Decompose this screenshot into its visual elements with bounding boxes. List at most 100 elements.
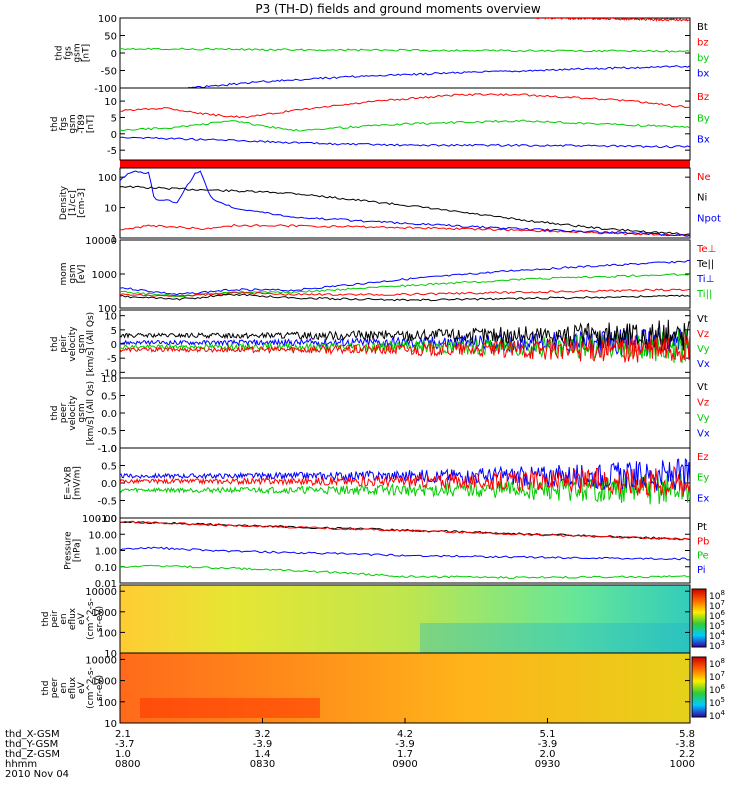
series-line-te⊥: [120, 288, 690, 297]
ytick-label: 100: [98, 304, 117, 315]
series-line-bx: [120, 136, 690, 149]
ylabel-line: eV: [77, 681, 87, 694]
xaxis-value: 2.1: [115, 729, 131, 740]
xaxis-value: -3.7: [115, 739, 135, 750]
xaxis-value: -3.9: [253, 739, 273, 750]
panel-frame: [119, 17, 691, 89]
ytick-label: 0.0: [101, 409, 117, 420]
ylabel-line: Density: [59, 185, 69, 220]
ylabel-line: [nPa]: [73, 539, 83, 562]
colorbar-label: 104: [709, 629, 725, 642]
legend-item: by: [697, 53, 709, 64]
ytick-label: 5: [111, 326, 117, 337]
ytick-label: -100: [94, 84, 117, 95]
legend-item: Pt: [697, 522, 707, 533]
colorbar-label: 108: [709, 657, 725, 670]
xaxis-row-label: thd_Y-GSM: [5, 739, 58, 750]
series-group: [120, 458, 690, 505]
ylabel-line: gsm: [68, 264, 78, 283]
xaxis-value: 0930: [535, 759, 560, 770]
ylabel-line: sr-eV): [95, 606, 105, 632]
ylabel-line: [cm-3]: [77, 188, 87, 218]
legend-item: Ey: [697, 473, 709, 484]
series-line-ni: [120, 185, 690, 236]
xaxis-value: 0900: [392, 759, 417, 770]
ylabel-line: (cm^2-s-: [86, 667, 96, 709]
ylabel-line: [nT]: [86, 115, 96, 133]
series-line-vz: [120, 332, 690, 363]
legend-item: Vt: [697, 382, 708, 393]
panel-frame: [119, 377, 691, 449]
legend-item: bz: [697, 38, 709, 49]
legend-item: Ez: [697, 452, 709, 463]
ytick-label: 10000: [85, 655, 117, 666]
legend-item: Vy: [697, 413, 710, 424]
ylabel-line: fgs: [59, 117, 69, 131]
ylabel-line: E=-VxB: [64, 466, 74, 500]
ytick-label: 1.0: [101, 374, 117, 385]
xaxis-value: 0800: [115, 759, 140, 770]
xaxis-row-label: hhmm: [5, 759, 37, 770]
series-line-pt: [120, 520, 690, 541]
ylabel: E=-VxB [mV/m]: [64, 466, 83, 500]
ylabel-line: Pressure: [64, 531, 74, 570]
ytick-label: -10: [101, 368, 117, 379]
ytick-label: 100: [98, 14, 117, 25]
ytick-label: 50: [104, 32, 117, 43]
ylabel-line: eflux: [68, 676, 78, 699]
ylabel-line: [nT]: [82, 44, 92, 62]
series-group: [120, 18, 690, 88]
series-group: [120, 259, 690, 302]
ytick-label: 10: [104, 204, 117, 215]
ytick-label: 1.00: [95, 547, 117, 558]
ytick-label: -0.5: [97, 427, 117, 438]
legend-item: Te||: [696, 259, 714, 270]
colorbar-label: 103: [709, 639, 725, 652]
colorbar-label: 104: [709, 709, 725, 722]
colorbar-label: 107: [709, 670, 725, 683]
ylabel: thd peir en eflux eV (cm^2-s-sr-eV): [41, 598, 105, 640]
series-line-bz: [120, 93, 690, 119]
colorbar-bar: [691, 588, 707, 648]
xaxis-value: -3.9: [538, 739, 558, 750]
series-line-by: [120, 47, 690, 53]
series-line-ex: [120, 458, 690, 492]
series-line-pi: [120, 546, 690, 561]
heatmap-hotspot: [140, 698, 320, 718]
ylabel-line: peer: [50, 677, 60, 698]
ylabel-line: eflux: [68, 607, 78, 630]
ylabel-line: [km/s] (All Qs): [86, 381, 96, 445]
ytick-label: -1.0: [97, 444, 117, 455]
legend-item: Bt: [697, 22, 708, 33]
ylabel: thd peer velocity gsm [km/s] (All Qs): [50, 381, 96, 445]
panel-frame: [119, 167, 691, 239]
separator-bar: [120, 160, 690, 168]
ylabel-line: [eV]: [77, 265, 87, 284]
series-line-bx: [188, 65, 690, 88]
xaxis-value: 1000: [670, 759, 695, 770]
legend-item: Bx: [697, 135, 710, 146]
ytick-label: 100.00: [82, 514, 117, 525]
colorbar-label: 105: [709, 696, 725, 709]
ytick-label: 10000: [85, 587, 117, 598]
ylabel: Density [1/cc] [cm-3]: [59, 185, 87, 220]
ylabel-line: eV: [77, 612, 87, 625]
panel-frame: [119, 517, 691, 584]
colorbar-label: 108: [709, 589, 725, 602]
legend-item: By: [697, 113, 710, 124]
panel-7: 1.0 0.5 0.0 -0.5 -1.0 E=-VxB [mV/m] Ez Ey Ex: [64, 444, 710, 525]
xaxis-value: -3.8: [675, 739, 695, 750]
ytick-label: -0.5: [97, 497, 117, 508]
ytick-label: 100: [98, 628, 117, 639]
colorbar-bar: [691, 656, 707, 718]
ytick-label: 5: [111, 113, 117, 124]
legend-item: Vx: [697, 429, 710, 440]
legend-item: Ex: [697, 493, 709, 504]
ytick-label: 10: [104, 97, 117, 108]
legend-item: Vy: [697, 344, 710, 355]
